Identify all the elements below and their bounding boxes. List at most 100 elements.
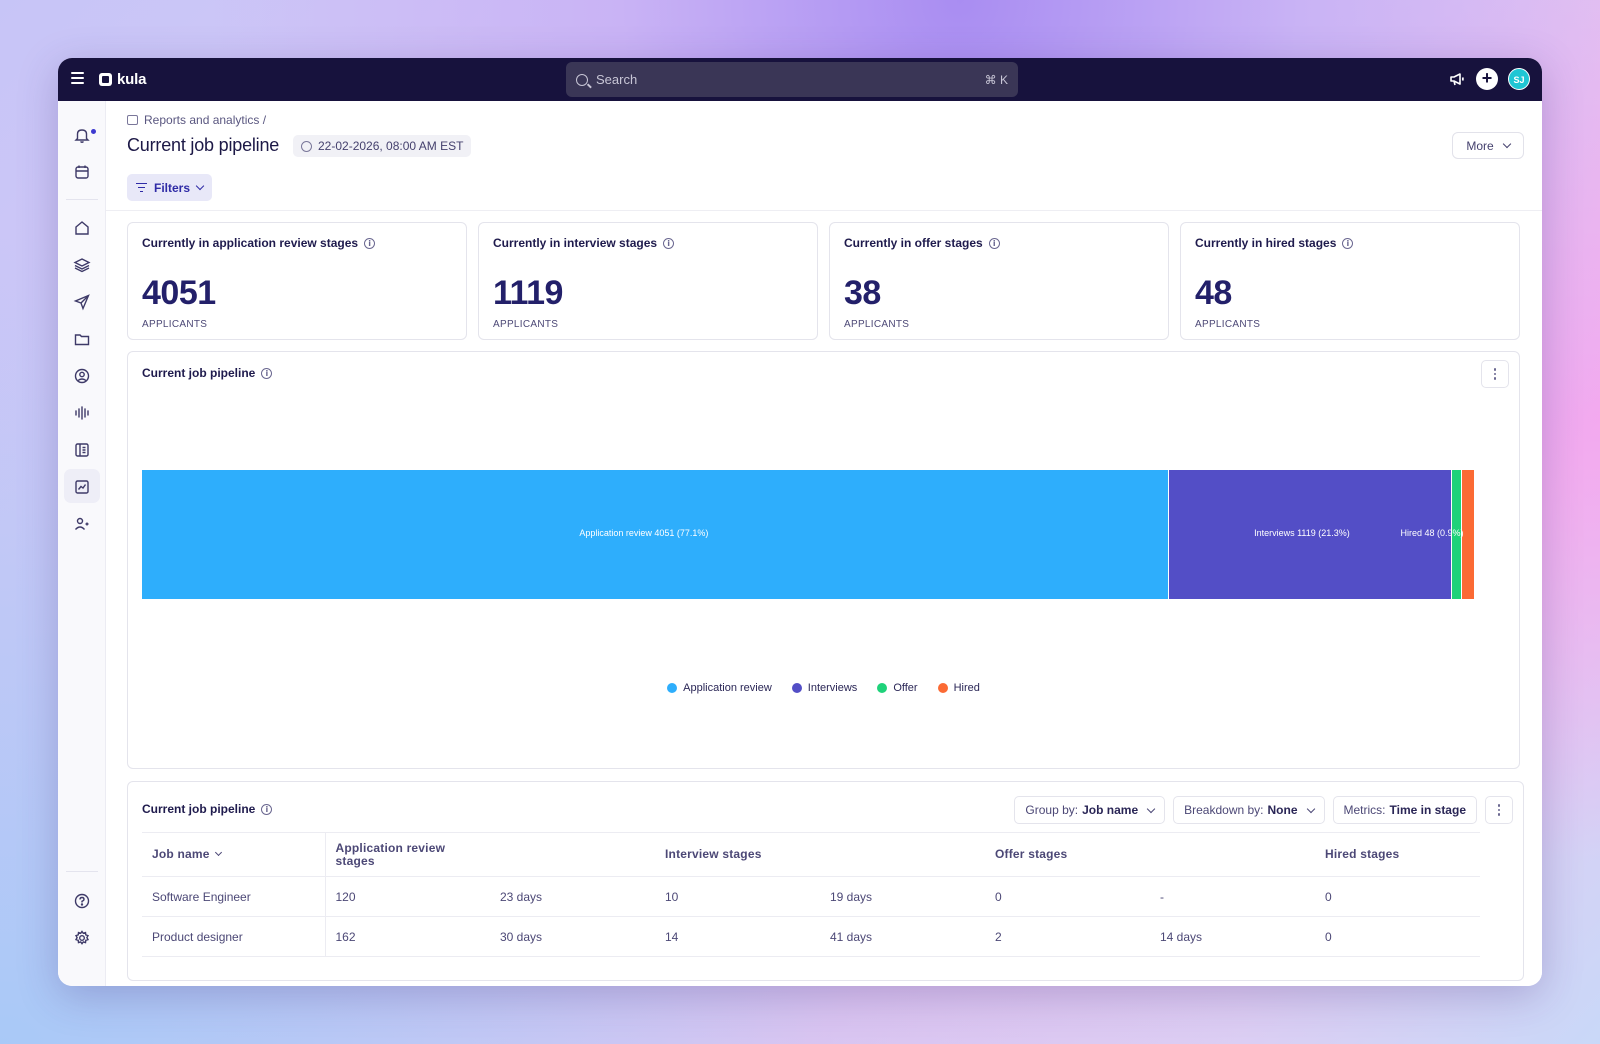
card-title: Currently in interview stages [493, 236, 658, 250]
column-header-application-review[interactable]: Application review stages [325, 832, 655, 877]
column-header-hired[interactable]: Hired stages [1315, 832, 1480, 877]
date-chip: 22-02-2026, 08:00 AM EST [293, 135, 472, 157]
table-cell: 0 [985, 876, 1150, 917]
legend-item[interactable]: Offer [877, 682, 918, 694]
column-header-job-name[interactable]: Job name [142, 832, 326, 877]
megaphone-icon[interactable] [1448, 70, 1466, 88]
logo[interactable]: kula [99, 71, 146, 88]
search-bar[interactable]: ⌘ K [566, 62, 1018, 97]
kpi-card-hired: Currently in hired stages i 48 APPLICANTS [1180, 222, 1520, 340]
chart-menu-button[interactable] [1481, 360, 1509, 388]
main-content: Reports and analytics / Current job pipe… [106, 101, 1542, 986]
chart-legend: Application review Interviews Offer Hired [128, 682, 1519, 694]
users-icon[interactable] [73, 515, 91, 533]
column-header-offer[interactable]: Offer stages [985, 832, 1315, 877]
info-icon[interactable]: i [261, 803, 273, 815]
legend-swatch [791, 683, 802, 693]
breakdown-label: Breakdown by: [1184, 803, 1264, 817]
menu-icon[interactable] [71, 72, 84, 84]
card-unit: APPLICANTS [1195, 319, 1261, 330]
table-cell: Product designer [142, 916, 326, 957]
group-by-dropdown[interactable]: Group by: Job name [1014, 796, 1166, 824]
page-header: Reports and analytics / Current job pipe… [106, 101, 1542, 211]
filters-button[interactable]: Filters [127, 174, 213, 201]
sidebar-divider [66, 871, 98, 872]
card-value: 38 [844, 274, 881, 312]
more-label: More [1466, 138, 1494, 153]
legend-swatch [937, 683, 948, 693]
legend-item[interactable]: Application review [667, 682, 772, 694]
kula-logo-icon [99, 73, 112, 86]
table-menu-button[interactable] [1485, 796, 1513, 824]
table-cell: 30 days [490, 916, 655, 957]
layers-icon[interactable] [73, 256, 91, 274]
notification-dot [91, 129, 96, 134]
chevron-down-icon [1502, 139, 1511, 149]
table-cell: Software Engineer [142, 876, 326, 917]
legend-item[interactable]: Hired [937, 682, 980, 694]
create-button[interactable]: + [1476, 68, 1498, 90]
user-circle-icon[interactable] [73, 367, 91, 385]
filter-icon [136, 183, 147, 192]
bar-segment-application-review[interactable] [142, 470, 1168, 599]
legend-label: Interviews [807, 682, 858, 694]
send-icon[interactable] [73, 293, 91, 311]
calendar-icon[interactable] [73, 163, 91, 181]
info-icon[interactable]: i [988, 237, 1000, 249]
table-cell: 10 [655, 876, 820, 917]
settings-icon[interactable] [73, 929, 91, 947]
search-input[interactable] [596, 72, 985, 87]
table-cell: 2 [985, 916, 1150, 957]
sidebar [58, 101, 106, 986]
column-header-interview[interactable]: Interview stages [655, 832, 985, 877]
panel-title: Current job pipeline [142, 366, 256, 380]
info-icon[interactable]: i [261, 367, 273, 379]
clock-icon [301, 140, 312, 152]
table-row[interactable]: Product designer 162 30 days 14 41 days 2 14 d… [142, 916, 1480, 957]
sidebar-active-highlight [64, 469, 100, 503]
breakdown-dropdown[interactable]: Breakdown by: None [1173, 796, 1325, 824]
chart-icon[interactable] [73, 478, 91, 496]
bar-segment-interviews[interactable] [1168, 470, 1452, 599]
card-value: 4051 [142, 274, 216, 312]
book-icon[interactable] [73, 441, 91, 459]
kpi-cards: Currently in application review stages i … [127, 222, 1520, 340]
legend-swatch [877, 683, 888, 693]
kpi-card-interview: Currently in interview stages i 1119 APPL… [478, 222, 818, 340]
legend-item[interactable]: Interviews [791, 682, 858, 694]
info-icon[interactable]: i [1342, 237, 1354, 249]
avatar[interactable]: SJ [1508, 68, 1530, 90]
breadcrumb-link[interactable]: Reports and analytics / [144, 113, 267, 127]
bar-segment-hired[interactable] [1461, 470, 1474, 599]
kpi-card-offer: Currently in offer stages i 38 APPLICANTS [829, 222, 1169, 340]
card-title: Currently in hired stages [1195, 236, 1337, 250]
table-row[interactable]: Software Engineer 120 23 days 10 19 days 0-0 [142, 876, 1480, 917]
legend-label: Hired [953, 682, 980, 694]
table-cell: - [1150, 876, 1315, 917]
report-icon [127, 115, 138, 125]
legend-label: Offer [893, 682, 918, 694]
bar-segment-offer[interactable] [1452, 470, 1461, 599]
card-unit: APPLICANTS [844, 319, 910, 330]
table-cell: 41 days [820, 916, 985, 957]
breakdown-value: None [1267, 803, 1298, 817]
chevron-down-icon [214, 848, 222, 857]
sidebar-divider [66, 199, 98, 200]
table-toolbar: Group by: Job name Breakdown by: None Me… [1014, 796, 1513, 824]
info-icon[interactable]: i [364, 237, 376, 249]
chevron-down-icon [195, 181, 205, 191]
bell-icon[interactable] [73, 126, 91, 144]
help-icon[interactable] [73, 892, 91, 910]
folder-icon[interactable] [73, 330, 91, 348]
metrics-dropdown[interactable]: Metrics: Time in stage [1332, 796, 1477, 824]
audio-icon[interactable] [73, 404, 91, 422]
home-icon[interactable] [73, 219, 91, 237]
top-bar: kula ⌘ K + SJ [58, 58, 1542, 101]
table-cell: 14 [655, 916, 820, 957]
card-value: 1119 [493, 274, 563, 312]
table-cell: 19 days [820, 876, 985, 917]
group-by-label: Group by: [1025, 803, 1079, 817]
more-button[interactable]: More [1452, 132, 1524, 159]
info-icon[interactable]: i [663, 237, 675, 249]
panel-title: Current job pipeline [142, 802, 256, 816]
